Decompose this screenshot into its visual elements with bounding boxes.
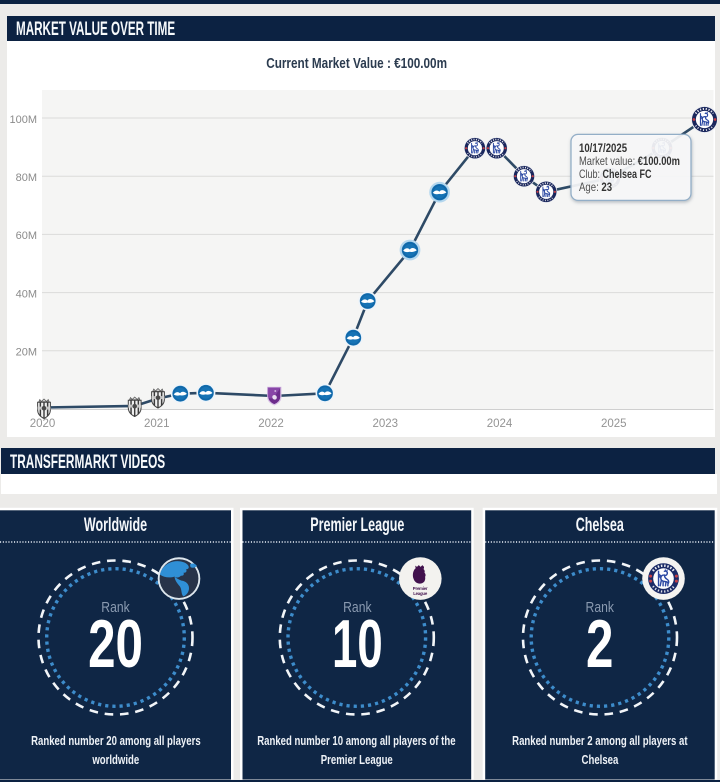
svg-text:2024: 2024 <box>487 418 513 430</box>
svg-text:20M: 20M <box>16 347 37 359</box>
svg-text:100M: 100M <box>9 114 37 126</box>
svg-text:2020: 2020 <box>30 418 56 430</box>
svg-text:2023: 2023 <box>373 418 399 430</box>
svg-text:2025: 2025 <box>601 418 627 430</box>
svg-text:40M: 40M <box>16 288 37 300</box>
svg-text:80M: 80M <box>16 172 37 184</box>
svg-text:2021: 2021 <box>144 418 170 430</box>
svg-text:2022: 2022 <box>258 418 284 430</box>
svg-text:60M: 60M <box>16 230 37 242</box>
